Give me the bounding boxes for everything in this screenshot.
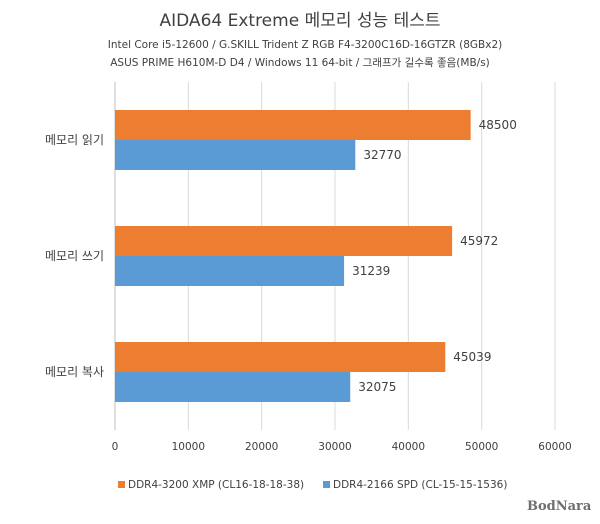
bar (115, 140, 356, 170)
category-label: 메모리 쓰기 (45, 249, 104, 263)
chart-title: AIDA64 Extreme 메모리 성능 테스트 (160, 11, 441, 31)
bar (115, 256, 345, 286)
legend-item: DDR4-3200 XMP (CL16-18-18-38) (118, 479, 304, 491)
legend-swatch (118, 481, 125, 488)
legend-swatch (323, 481, 330, 488)
legend-label: DDR4-3200 XMP (CL16-18-18-38) (128, 479, 304, 491)
legend-label: DDR4-2166 SPD (CL-15-15-1536) (333, 479, 507, 491)
data-labels: 48500 32770 45972 31239 45039 32075 (352, 118, 517, 394)
watermark-text: BodNara (527, 499, 592, 514)
category-label: 메모리 복사 (45, 365, 104, 379)
x-axis-ticks: 0 10000 20000 30000 40000 50000 60000 (112, 441, 572, 453)
x-tick-label: 30000 (318, 441, 351, 453)
x-tick-label: 20000 (245, 441, 278, 453)
x-tick-label: 0 (112, 441, 119, 453)
watermark-logo: BodNara (527, 499, 592, 514)
x-tick-label: 40000 (392, 441, 425, 453)
data-label: 45972 (460, 234, 498, 248)
category-label: 메모리 읽기 (45, 133, 104, 147)
x-tick-label: 10000 (172, 441, 205, 453)
bar (115, 372, 351, 402)
bar (115, 226, 453, 256)
x-tick-label: 60000 (538, 441, 571, 453)
bars (115, 110, 471, 402)
legend: DDR4-3200 XMP (CL16-18-18-38) DDR4-2166 S… (118, 479, 507, 491)
bar (115, 342, 446, 372)
bar (115, 110, 471, 140)
data-label: 48500 (479, 118, 517, 132)
data-label: 45039 (453, 350, 491, 364)
data-label: 32075 (358, 380, 396, 394)
chart-subtitle-line-1: Intel Core i5-12600 / G.SKILL Trident Z … (108, 39, 503, 51)
data-label: 32770 (363, 148, 401, 162)
chart-subtitle-line-2: ASUS PRIME H610M-D D4 / Windows 11 64-bi… (110, 56, 490, 69)
x-tick-label: 50000 (465, 441, 498, 453)
legend-item: DDR4-2166 SPD (CL-15-15-1536) (323, 479, 507, 491)
data-label: 31239 (352, 264, 390, 278)
